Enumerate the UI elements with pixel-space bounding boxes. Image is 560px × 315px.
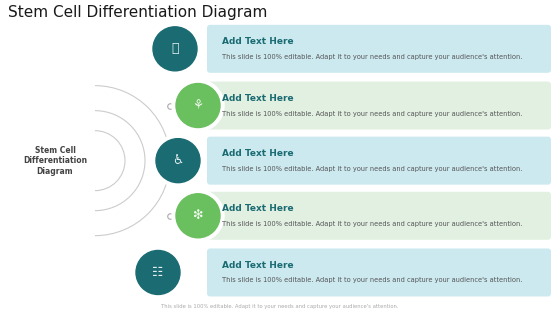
Text: Add Text Here: Add Text Here xyxy=(222,37,293,46)
Circle shape xyxy=(136,250,180,295)
Text: This slide is 100% editable. Adapt it to your needs and capture your audience's : This slide is 100% editable. Adapt it to… xyxy=(222,166,522,172)
Text: ⚘: ⚘ xyxy=(193,99,204,112)
Circle shape xyxy=(153,27,197,71)
Text: Add Text Here: Add Text Here xyxy=(222,94,293,103)
Text: ☷: ☷ xyxy=(152,266,164,279)
FancyBboxPatch shape xyxy=(207,25,551,73)
Text: Add Text Here: Add Text Here xyxy=(222,261,293,270)
Circle shape xyxy=(156,139,200,183)
Text: Stem Cell
Differentiation
Diagram: Stem Cell Differentiation Diagram xyxy=(23,146,87,175)
Text: This slide is 100% editable. Adapt it to your needs and capture your audience's : This slide is 100% editable. Adapt it to… xyxy=(222,111,522,117)
Text: ❇: ❇ xyxy=(193,209,203,222)
Text: This slide is 100% editable. Adapt it to your needs and capture your audience's : This slide is 100% editable. Adapt it to… xyxy=(222,278,522,284)
FancyBboxPatch shape xyxy=(207,137,551,185)
Text: ⌖: ⌖ xyxy=(171,42,179,55)
Circle shape xyxy=(149,23,201,75)
Text: This slide is 100% editable. Adapt it to your needs and capture your audience's : This slide is 100% editable. Adapt it to… xyxy=(222,54,522,60)
Text: Add Text Here: Add Text Here xyxy=(222,149,293,158)
Text: Add Text Here: Add Text Here xyxy=(222,204,293,213)
Circle shape xyxy=(132,246,184,299)
Text: ♿: ♿ xyxy=(172,154,184,167)
Circle shape xyxy=(152,135,204,187)
Circle shape xyxy=(176,83,220,128)
Circle shape xyxy=(172,190,224,242)
FancyBboxPatch shape xyxy=(207,82,551,129)
FancyBboxPatch shape xyxy=(207,249,551,296)
Circle shape xyxy=(172,79,224,132)
Text: Stem Cell Differentiation Diagram: Stem Cell Differentiation Diagram xyxy=(8,5,267,20)
FancyBboxPatch shape xyxy=(207,192,551,240)
Circle shape xyxy=(176,194,220,238)
Text: This slide is 100% editable. Adapt it to your needs and capture your audience's : This slide is 100% editable. Adapt it to… xyxy=(222,221,522,227)
Text: This slide is 100% editable. Adapt it to your needs and capture your audience's : This slide is 100% editable. Adapt it to… xyxy=(161,304,399,309)
